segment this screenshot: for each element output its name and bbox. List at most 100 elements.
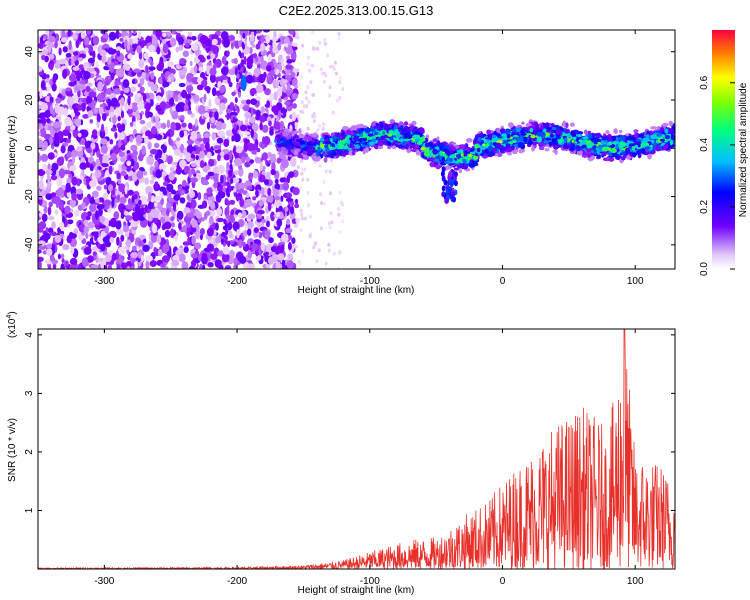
noise-cell [132,121,137,128]
streak-cell [228,186,232,193]
noise-cell [159,263,166,268]
noise-cell [76,146,83,152]
noise-cell [119,196,127,204]
noise-cell [107,57,112,65]
speckle-cell [298,186,302,191]
noise-cell [238,239,243,249]
noise-cell [113,88,121,95]
noise-cell [92,35,100,46]
noise-cell [145,102,152,111]
noise-cell [179,130,185,138]
noise-cell [270,169,276,176]
noise-cell [255,84,264,93]
noise-cell [242,229,248,238]
noise-cell [244,111,252,119]
noise-cell [227,240,231,247]
noise-cell [270,211,276,222]
noise-cell [156,63,164,72]
noise-cell [60,233,64,239]
noise-cell [170,207,175,216]
noise-cell [159,101,167,110]
noise-cell [131,51,136,56]
noise-cell [110,152,117,161]
noise-cell [269,128,274,136]
streak-cell [230,177,234,184]
noise-cell [148,191,152,202]
noise-cell [136,113,141,121]
noise-cell [224,266,231,269]
noise-cell [213,145,222,150]
speckle-cell [324,261,328,266]
noise-cell [78,64,85,71]
noise-cell [140,86,145,93]
noise-cell [176,210,184,220]
noise-cell [212,45,220,55]
noise-cell [109,111,115,118]
noise-cell [55,97,62,104]
noise-cell [186,231,190,238]
noise-cell [263,186,267,197]
noise-cell [164,229,171,238]
band-cell [619,129,623,134]
noise-cell [285,192,293,199]
noise-cell [159,163,167,170]
noise-cell [258,231,263,239]
noise-cell [190,99,194,104]
noise-cell [190,199,197,209]
noise-cell [98,207,103,217]
noise-cell [265,159,269,166]
noise-cell [265,33,271,44]
noise-cell [149,148,158,155]
noise-cell [71,176,78,186]
speckle-cell [323,201,327,206]
noise-cell [150,233,158,243]
noise-cell [243,131,251,136]
band-cell [342,126,349,131]
noise-cell [87,44,94,54]
noise-cell [127,95,131,106]
noise-cell [199,150,205,159]
speckle-cell [301,177,305,182]
noise-cell [266,220,270,228]
noise-cell [199,228,205,236]
streak-cell [240,66,244,73]
noise-cell [231,91,236,97]
noise-cell [134,205,141,214]
noise-cell [100,138,108,145]
noise-cell [157,218,161,229]
streak-cell [232,117,236,124]
noise-cell [127,189,134,196]
noise-cell [233,57,238,65]
noise-cell [86,67,95,73]
noise-cell [294,203,300,209]
band-cell [605,157,610,162]
speckle-cell [306,190,310,195]
speckle-cell [306,85,310,90]
noise-cell [41,54,46,61]
noise-cell [47,41,54,46]
speckle-cell [302,104,306,109]
noise-cell [212,63,217,70]
noise-cell [138,31,142,40]
noise-cell [48,35,56,43]
noise-cell [181,89,188,99]
noise-cell [286,260,295,269]
noise-cell [67,219,74,225]
noise-cell [115,220,122,230]
speckle-cell [326,53,329,58]
noise-cell [98,106,104,115]
speckle-cell [316,127,320,132]
noise-cell [208,98,212,109]
speckle-cell [327,248,331,253]
speckle-cell [311,30,314,35]
noise-cell [69,264,76,269]
noise-cell [103,84,107,92]
noise-cell [221,56,227,65]
noise-cell [98,215,106,223]
speckle-cell [324,169,328,174]
noise-cell [250,128,255,139]
noise-cell [287,253,293,261]
noise-cell [264,179,269,186]
noise-cell [285,64,293,70]
streak-cell [241,52,245,59]
